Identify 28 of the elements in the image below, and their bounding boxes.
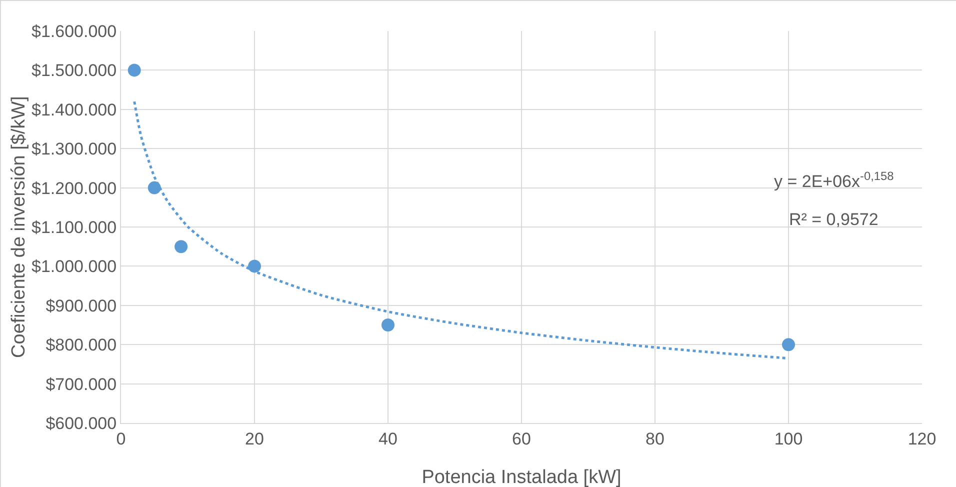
- y-tick-label: $700.000: [46, 374, 117, 394]
- annotation: y = 2E+06x$^{-0,158}$: [774, 169, 894, 192]
- point: [382, 318, 394, 332]
- x-axis-title: Potencia Instalada [kW]: [422, 467, 622, 487]
- y-tick-label: $900.000: [46, 296, 117, 316]
- point: [148, 181, 161, 194]
- y-tick-label: $1.600.000: [32, 22, 117, 41]
- point: [128, 64, 141, 77]
- point: [174, 240, 188, 254]
- y-axis-title: Coeficiente de inversión [$/kW]: [8, 96, 30, 358]
- y-tick-label: $600.000: [46, 414, 117, 433]
- x-tick-label: 60: [512, 429, 531, 448]
- y-tick-label: $1.000.000: [32, 257, 117, 276]
- y-tick-label: $1.300.000: [32, 140, 117, 159]
- x-tick-label: 120: [908, 429, 936, 448]
- y-tick-label: $800.000: [46, 336, 117, 355]
- annotation: R² = 0,9572: [789, 210, 878, 229]
- point: [248, 260, 261, 273]
- x-tick-label: 80: [646, 429, 664, 448]
- y-tick-label: $1.200.000: [32, 178, 117, 198]
- x-tick-label: 100: [774, 429, 803, 448]
- point: [782, 338, 795, 352]
- y-tick-label: $1.100.000: [32, 218, 117, 237]
- x-tick-label: 20: [245, 429, 264, 448]
- x-tick-label: 0: [116, 429, 126, 448]
- y-tick-label: $1.400.000: [32, 100, 117, 120]
- x-tick-label: 40: [378, 429, 398, 448]
- y-tick-label: $1.500.000: [32, 61, 117, 80]
